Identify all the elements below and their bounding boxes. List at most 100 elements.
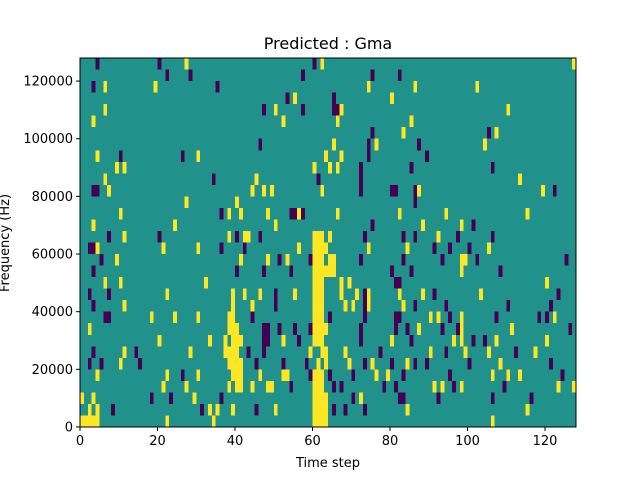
heatmap-cell: [107, 184, 112, 197]
heatmap-cell: [335, 207, 340, 220]
heatmap-cell: [207, 403, 212, 416]
heatmap-cell: [242, 230, 251, 243]
heatmap-cell: [122, 300, 127, 312]
heatmap-cell: [231, 369, 236, 381]
heatmap-cell: [545, 334, 549, 347]
x-tick-label: 60: [304, 434, 321, 449]
heatmap-cell: [107, 230, 112, 243]
heatmap-cell: [328, 311, 332, 324]
heatmap-cell: [99, 357, 104, 370]
heatmap-cell: [227, 311, 235, 335]
y-tick-label: 40000: [32, 305, 73, 320]
heatmap-cell: [91, 300, 96, 312]
heatmap-cell: [448, 369, 453, 381]
heatmap-cell: [196, 311, 201, 324]
heatmap-cell: [328, 230, 332, 243]
heatmap-cell: [91, 265, 96, 278]
heatmap-cell: [219, 242, 224, 255]
heatmap-cell: [331, 138, 336, 151]
heatmap-cell: [378, 346, 383, 358]
heatmap-cell: [335, 115, 340, 128]
heatmap-cell: [95, 242, 100, 255]
heatmap-cell: [424, 150, 429, 162]
heatmap-cell: [397, 288, 402, 301]
heatmap-cell: [486, 127, 491, 139]
heatmap-cell: [289, 207, 294, 220]
heatmap-cell: [312, 230, 317, 243]
heatmap-cell: [475, 81, 480, 93]
heatmap-cell: [118, 207, 123, 220]
heatmap-cell: [471, 334, 476, 347]
heatmap-cell: [463, 254, 468, 266]
heatmap-cell: [366, 81, 371, 93]
heatmap-cell: [293, 288, 298, 301]
heatmap-cell: [490, 392, 495, 404]
heatmap-cell: [103, 173, 108, 185]
heatmap-cell: [409, 115, 414, 128]
heatmap-cell: [114, 161, 119, 174]
heatmap-cell: [506, 369, 511, 381]
heatmap-cell: [114, 254, 119, 266]
heatmap-cell: [556, 288, 561, 301]
heatmap-cell: [324, 242, 329, 255]
heatmap-cell: [401, 369, 406, 381]
heatmap-cell: [91, 115, 96, 128]
heatmap-cell: [87, 357, 92, 370]
heatmap-cell: [180, 150, 185, 162]
heatmap-cell: [413, 81, 418, 93]
heatmap-cell: [359, 161, 363, 197]
heatmap-cell: [343, 403, 348, 416]
heatmap-cell: [331, 92, 336, 116]
heatmap-cell: [157, 230, 162, 243]
heatmap-cell: [223, 346, 228, 358]
heatmap-cell: [320, 265, 336, 278]
heatmap-cell: [366, 138, 371, 162]
heatmap-cell: [204, 277, 208, 289]
heatmap-cell: [405, 242, 410, 255]
heatmap-cell: [111, 403, 115, 416]
heatmap-cell: [258, 138, 263, 151]
heatmap-cell: [359, 392, 363, 404]
heatmap-cell: [339, 104, 344, 116]
heatmap-cell: [421, 219, 425, 231]
heatmap-cell: [231, 323, 239, 370]
heatmap-cell: [138, 357, 143, 370]
heatmap-cell: [506, 300, 511, 312]
heatmap-cell: [320, 346, 328, 358]
heatmap-cell: [552, 184, 557, 197]
heatmap-cell: [362, 230, 367, 243]
heatmap-cell: [572, 380, 577, 393]
heatmap-cell: [316, 357, 321, 370]
y-axis-label: Frequency (Hz): [0, 194, 13, 292]
heatmap-cell: [393, 311, 398, 335]
heatmap-cell: [467, 242, 472, 255]
heatmap-cell: [320, 184, 325, 197]
heatmap-cell: [149, 392, 154, 404]
heatmap-cell: [281, 369, 286, 381]
heatmap-cell: [118, 357, 123, 370]
heatmap-cell: [238, 334, 243, 347]
x-tick-label: 40: [227, 434, 244, 449]
y-axis-ticks: 0 20000 40000 60000 80000 100000 120000: [23, 75, 80, 436]
heatmap-cell: [471, 219, 476, 231]
heatmap-cell: [366, 242, 371, 255]
heatmap-cell: [397, 311, 402, 324]
x-tick-label: 100: [455, 434, 480, 449]
heatmap-cell: [370, 219, 375, 231]
heatmap-cell: [401, 254, 406, 266]
heatmap-cell: [242, 288, 247, 301]
heatmap-cell: [359, 323, 363, 347]
heatmap-cell: [417, 184, 422, 197]
heatmap-cell: [455, 323, 460, 335]
heatmap-cell: [393, 380, 398, 393]
heatmap-cell: [324, 357, 329, 370]
heatmap-cell: [552, 311, 557, 324]
heatmap-cell: [490, 415, 495, 427]
heatmap-cell: [463, 346, 468, 358]
heatmap-cell: [153, 81, 158, 93]
heatmap-cell: [273, 288, 278, 312]
heatmap-cell: [324, 323, 329, 335]
heatmap-cell: [196, 242, 201, 255]
heatmap-cell: [479, 288, 484, 301]
heatmap-cell: [347, 357, 352, 370]
